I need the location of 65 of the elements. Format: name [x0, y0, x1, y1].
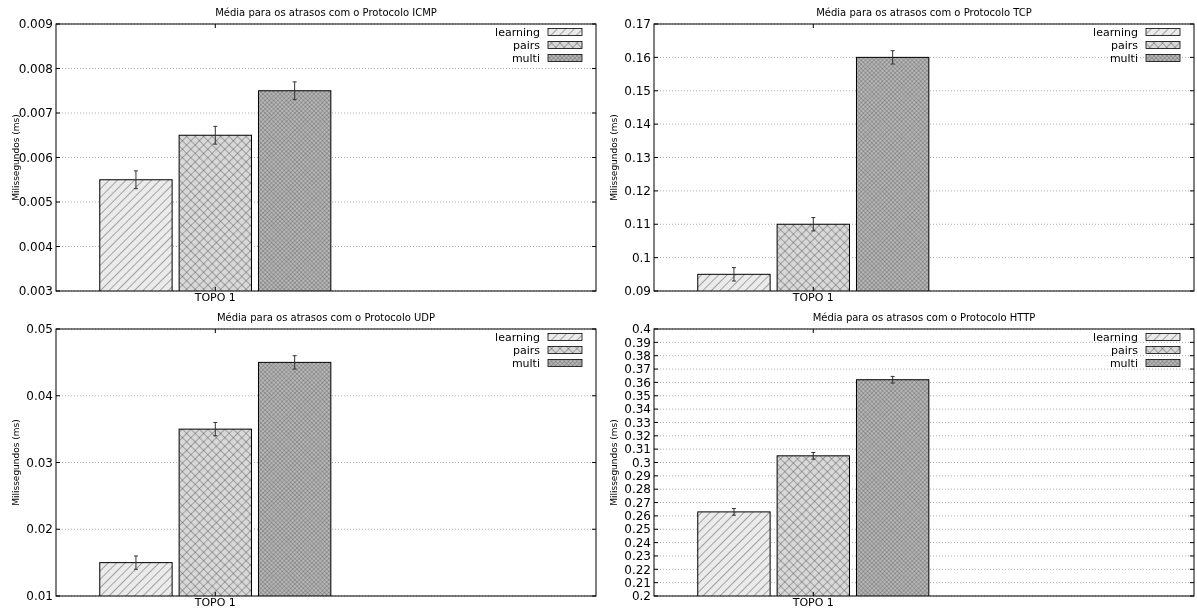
y-tick-label: 0.31: [624, 442, 651, 457]
y-tick-label: 0.13: [624, 150, 651, 165]
x-tick-label: TOPO 1: [193, 291, 236, 304]
x-tick-label: TOPO 1: [791, 596, 834, 609]
legend-label: pairs: [512, 343, 541, 357]
legend-label: learning: [495, 25, 540, 39]
y-tick-label: 0.3: [631, 455, 651, 470]
legend-label: pairs: [1110, 38, 1139, 52]
y-tick-label: 0.26: [624, 509, 651, 524]
y-tick-label: 0.009: [18, 17, 53, 32]
y-tick-label: 0.38: [624, 348, 651, 363]
legend-label: learning: [1093, 25, 1138, 39]
y-tick-label: 0.003: [18, 284, 53, 299]
y-tick-label: 0.29: [624, 469, 651, 484]
y-tick-label: 0.24: [624, 535, 651, 550]
y-tick-label: 0.37: [624, 362, 651, 377]
y-tick-label: 0.03: [26, 455, 53, 470]
y-tick-label: 0.33: [624, 415, 651, 430]
y-tick-label: 0.2: [631, 589, 651, 604]
y-tick-label: 0.16: [624, 50, 651, 65]
y-tick-label: 0.4: [631, 322, 651, 337]
y-tick-label: 0.39: [624, 335, 651, 350]
y-tick-label: 0.32: [624, 429, 651, 443]
legend-label: multi: [1109, 356, 1138, 370]
y-axis-title: Milissegundos (ms): [609, 419, 619, 506]
legend-label: multi: [511, 51, 540, 65]
y-tick-label: 0.35: [624, 388, 651, 403]
y-tick-label: 0.34: [624, 402, 651, 417]
y-tick-label: 0.004: [18, 239, 53, 254]
legend-label: pairs: [1110, 343, 1139, 357]
y-tick-label: 0.02: [26, 522, 53, 537]
y-tick-label: 0.21: [624, 575, 651, 590]
x-tick-label: TOPO 1: [193, 596, 236, 609]
y-tick-label: 0.09: [624, 284, 651, 299]
y-tick-label: 0.14: [624, 117, 651, 132]
legend-label: multi: [511, 356, 540, 370]
y-tick-label: 0.008: [18, 61, 53, 76]
y-tick-label: 0.04: [26, 388, 53, 403]
chart-title: Média para os atrasos com o Protocolo TCP: [816, 7, 1032, 18]
y-tick-label: 0.007: [18, 106, 53, 121]
y-tick-label: 0.23: [624, 549, 651, 564]
chart-title: Média para os atrasos com o Protocolo HTTP: [812, 312, 1036, 323]
legend-label: learning: [1093, 330, 1138, 344]
y-tick-label: 0.36: [624, 375, 651, 390]
y-tick-label: 0.11: [624, 217, 651, 232]
y-axis-title: Milissegundos (ms): [609, 114, 619, 201]
chart-title: Média para os atrasos com o Protocolo UDP: [216, 312, 436, 323]
y-tick-label: 0.05: [26, 322, 53, 337]
legend-label: pairs: [512, 38, 541, 52]
y-axis-title: Milissegundos (ms): [11, 419, 21, 506]
legend-label: multi: [1109, 51, 1138, 65]
x-tick-label: TOPO 1: [791, 291, 834, 304]
legend-label: learning: [495, 330, 540, 344]
y-tick-label: 0.1: [631, 250, 651, 265]
y-tick-label: 0.28: [624, 482, 651, 497]
y-tick-label: 0.01: [26, 589, 53, 604]
y-tick-label: 0.25: [624, 522, 651, 537]
y-tick-label: 0.006: [18, 150, 53, 165]
y-tick-label: 0.12: [624, 184, 651, 199]
chart-title: Média para os atrasos com o Protocolo ICMP: [215, 7, 437, 18]
y-tick-label: 0.22: [624, 562, 651, 577]
y-tick-label: 0.17: [624, 17, 651, 32]
y-tick-label: 0.15: [624, 83, 651, 98]
y-tick-label: 0.27: [624, 495, 651, 510]
y-tick-label: 0.005: [18, 195, 53, 210]
